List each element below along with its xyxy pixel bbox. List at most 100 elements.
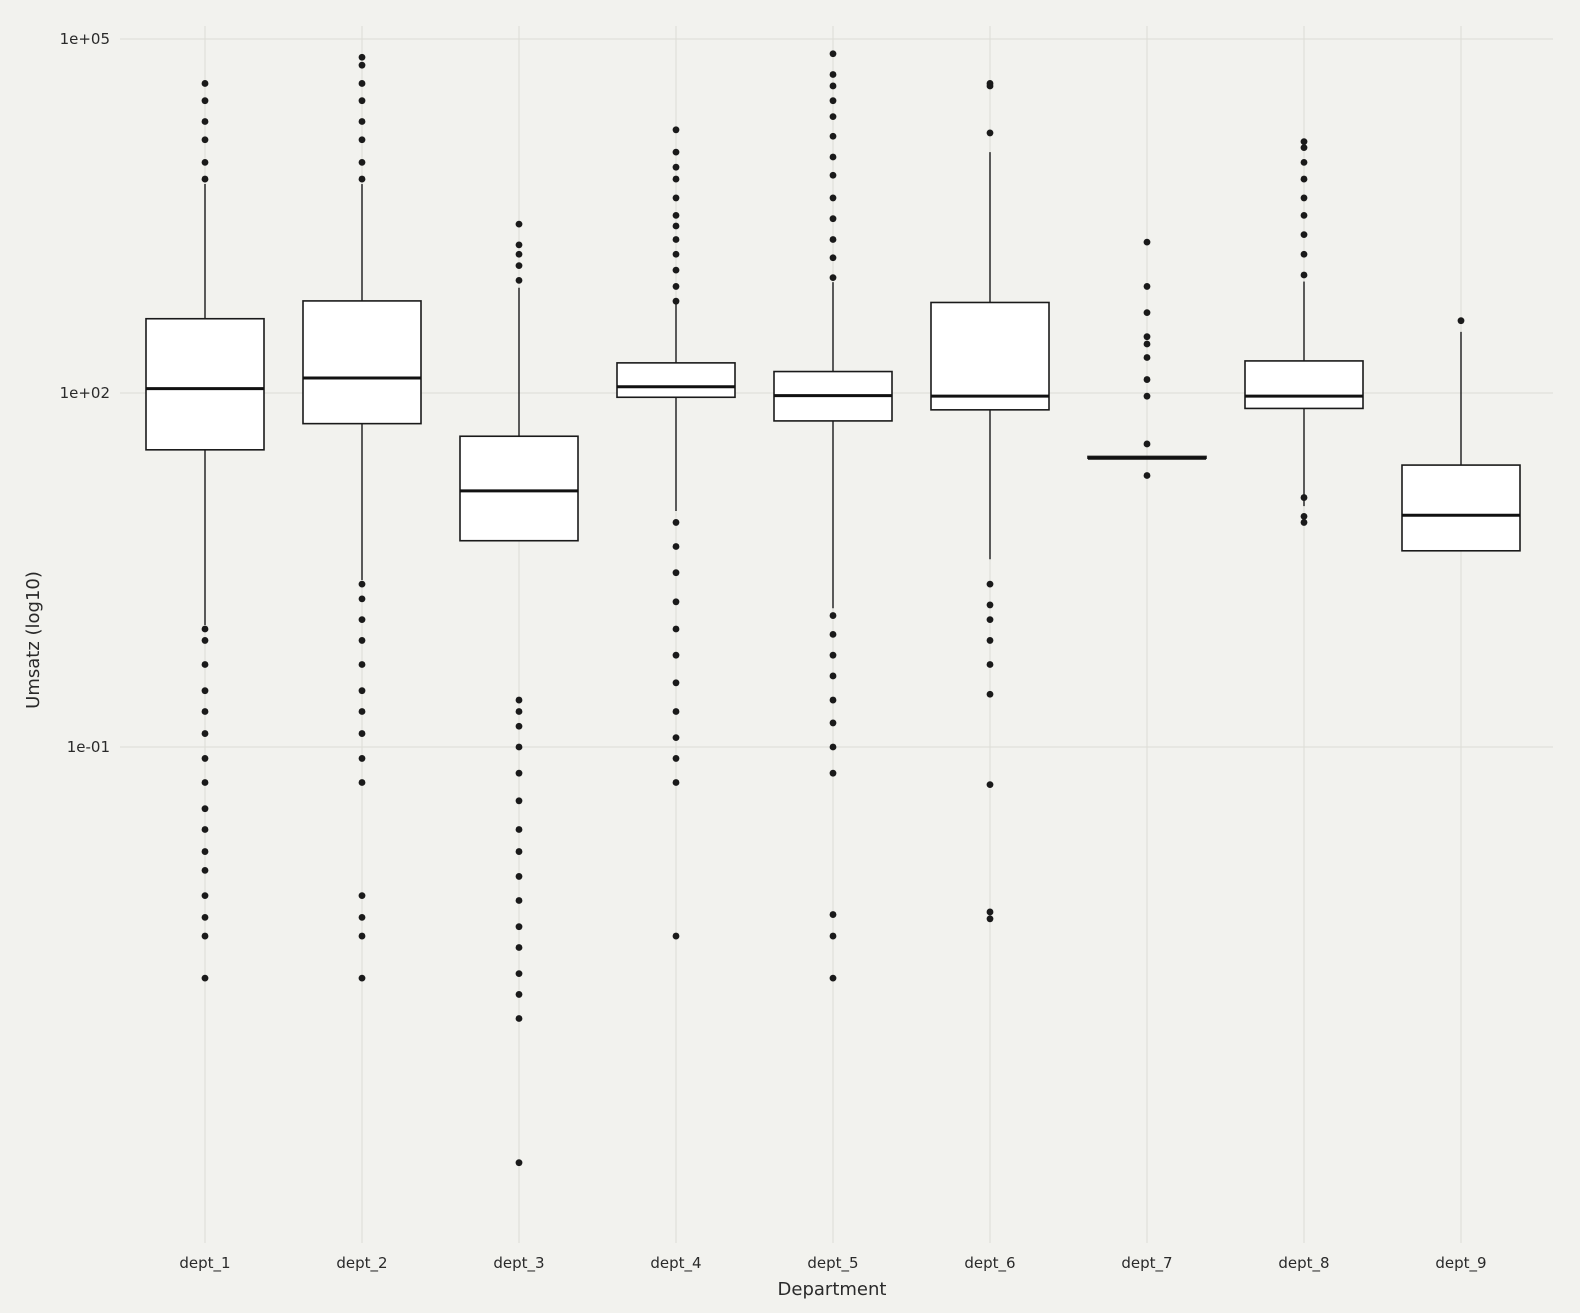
outlier-point xyxy=(672,569,680,577)
outlier-point xyxy=(1143,283,1151,290)
outlier-point xyxy=(1143,333,1151,341)
outlier-point xyxy=(672,148,680,156)
outlier-point xyxy=(358,708,366,715)
outlier-point xyxy=(515,220,523,228)
outlier-point xyxy=(986,616,994,624)
outlier-point xyxy=(672,734,680,742)
box-dept_6 xyxy=(930,80,1050,923)
iqr-box xyxy=(145,317,265,451)
outlier-point xyxy=(1300,271,1308,279)
outlier-point xyxy=(358,61,366,69)
outlier-point xyxy=(515,848,523,855)
iqr-box xyxy=(1401,464,1521,552)
x-axis-title: Department xyxy=(778,1279,887,1300)
outlier-point xyxy=(1457,317,1465,325)
outlier-point xyxy=(829,651,837,659)
iqr-box xyxy=(302,300,422,425)
box-dept_9 xyxy=(1401,317,1521,552)
outlier-point xyxy=(358,730,366,737)
box-dept_5 xyxy=(773,50,893,982)
x-axis-ticks: dept_1 dept_2 dept_3 dept_4 dept_5 dept_6 dept… xyxy=(179,1254,1486,1273)
iqr-box xyxy=(1244,360,1364,410)
outlier-point xyxy=(201,625,209,633)
outlier-point xyxy=(201,755,209,762)
outlier-point xyxy=(672,519,680,526)
outlier-point xyxy=(829,82,837,90)
grid-lines xyxy=(120,26,1553,1243)
outlier-point xyxy=(986,661,994,668)
outlier-point xyxy=(201,687,209,695)
outlier-point xyxy=(358,80,366,87)
outlier-point xyxy=(201,866,209,874)
outlier-point xyxy=(1143,472,1151,479)
outlier-point xyxy=(986,580,994,588)
outlier-point xyxy=(358,755,366,762)
outlier-point xyxy=(358,637,366,644)
outlier-point xyxy=(1300,158,1308,166)
x-tick-label: dept_1 xyxy=(179,1254,230,1273)
box-dept_7 xyxy=(1087,238,1207,479)
y-axis-ticks: 1e+05 1e+02 1e-01 xyxy=(60,30,110,756)
outlier-point xyxy=(672,175,680,183)
outlier-point xyxy=(515,708,523,715)
outlier-point xyxy=(201,826,209,833)
outlier-point xyxy=(515,944,523,951)
outlier-point xyxy=(829,612,837,619)
outlier-point xyxy=(201,637,209,644)
outlier-point xyxy=(201,97,209,105)
outlier-point xyxy=(1300,144,1308,152)
x-tick-label: dept_4 xyxy=(650,1254,701,1273)
outlier-point xyxy=(358,974,366,982)
outlier-point xyxy=(358,158,366,166)
outlier-point xyxy=(1143,440,1151,448)
box-dept_1 xyxy=(145,80,265,982)
outlier-point xyxy=(201,848,209,855)
box-dept_3 xyxy=(459,220,579,1167)
outlier-point xyxy=(1300,211,1308,219)
outlier-point xyxy=(672,651,680,659)
outlier-point xyxy=(829,71,837,78)
outlier-point xyxy=(515,970,523,978)
outlier-point xyxy=(515,276,523,284)
outlier-point xyxy=(1300,519,1308,526)
outlier-point xyxy=(1300,512,1308,520)
x-tick-label: dept_5 xyxy=(807,1254,858,1273)
outlier-point xyxy=(672,932,680,940)
outlier-point xyxy=(358,580,366,588)
outlier-point xyxy=(986,637,994,644)
outlier-point xyxy=(515,696,523,704)
outlier-point xyxy=(829,274,837,282)
outlier-point xyxy=(1300,175,1308,183)
x-tick-label: dept_6 xyxy=(964,1254,1015,1273)
outlier-point xyxy=(358,175,366,183)
outlier-point xyxy=(672,211,680,219)
outlier-point xyxy=(1300,194,1308,202)
x-tick-label: dept_2 xyxy=(336,1254,387,1273)
outlier-point xyxy=(1300,231,1308,238)
outlier-point xyxy=(201,175,209,183)
box-dept_2 xyxy=(302,53,422,982)
outlier-point xyxy=(672,283,680,290)
outlier-point xyxy=(672,163,680,171)
x-tick-label: dept_7 xyxy=(1121,1254,1172,1273)
outlier-point xyxy=(358,892,366,900)
outlier-point xyxy=(829,113,837,120)
outlier-point xyxy=(829,719,837,727)
outlier-point xyxy=(358,136,366,144)
outlier-point xyxy=(672,250,680,258)
outlier-point xyxy=(1300,250,1308,258)
outlier-point xyxy=(829,215,837,223)
outlier-point xyxy=(829,769,837,777)
outlier-point xyxy=(672,126,680,134)
outlier-point xyxy=(1143,238,1151,246)
outlier-point xyxy=(201,730,209,737)
outlier-point xyxy=(829,50,837,58)
outlier-point xyxy=(672,297,680,305)
outlier-point xyxy=(672,194,680,202)
outlier-point xyxy=(829,194,837,202)
outlier-point xyxy=(672,543,680,550)
outlier-point xyxy=(201,913,209,921)
outlier-point xyxy=(1143,309,1151,317)
x-tick-label: dept_9 xyxy=(1435,1254,1486,1273)
outlier-point xyxy=(1143,354,1151,361)
